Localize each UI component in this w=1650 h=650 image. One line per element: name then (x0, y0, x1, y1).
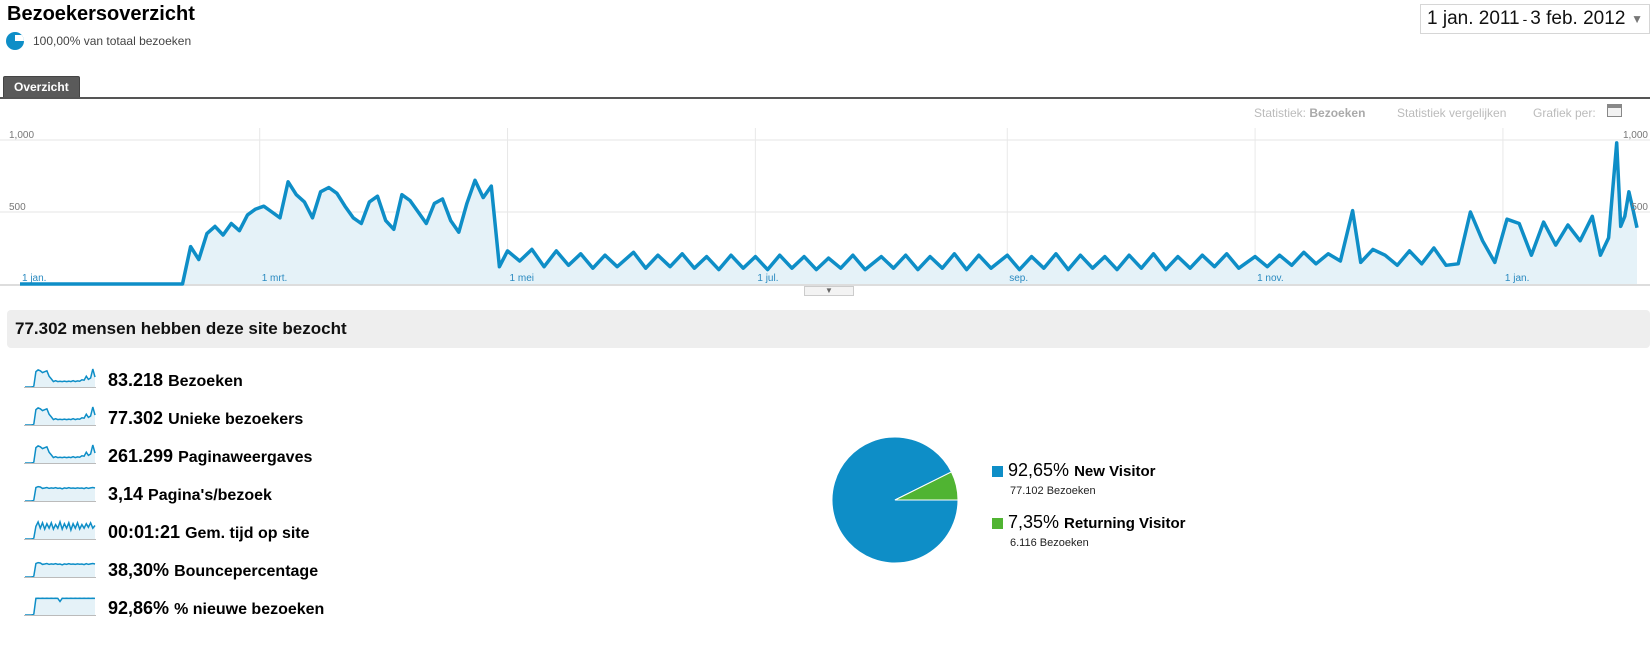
calendar-icon[interactable] (1607, 104, 1622, 117)
sparkline-chart (24, 368, 96, 388)
metric-label: Bouncepercentage (174, 563, 319, 580)
chart-collapse-button[interactable]: ▼ (804, 286, 854, 296)
tab-divider (0, 97, 1650, 99)
metric-number: 83.218 (108, 370, 164, 390)
legend-pct-value: 7,35% (1008, 512, 1060, 532)
sparkline-chart (24, 406, 96, 426)
segment-text: 100,00% van totaal bezoeken (33, 34, 192, 48)
pie-slice-returning-visitor[interactable] (894, 471, 959, 501)
metric-value: 92,86%% nieuwe bezoeken (108, 598, 324, 619)
sparkline-line (25, 406, 96, 426)
sparkline-fill (25, 598, 95, 615)
sparkline-line (25, 561, 96, 578)
metric-row[interactable]: 38,30% Bouncepercentage (24, 555, 424, 587)
metric-value: 83.218 Bezoeken (108, 370, 243, 391)
metric-value: 261.299 Paginaweergaves (108, 446, 312, 467)
metric-number: 77.302 (108, 408, 164, 428)
segment-indicator[interactable]: 100,00% van totaal bezoeken (6, 32, 191, 50)
sparkline-line (25, 485, 96, 502)
metric-number: 3,14 (108, 484, 144, 504)
legend-swatch (992, 466, 1003, 477)
visits-line (20, 141, 1639, 286)
legend-pct-value: 92,65% (1008, 460, 1070, 480)
chevron-down-icon[interactable]: ▼ (1631, 12, 1643, 26)
sparkline-fill (25, 445, 95, 463)
legend-name: Returning Visitor (1064, 515, 1186, 532)
legend-percentage: 92,65% New Visitor (1008, 460, 1155, 481)
tab-overview[interactable]: Overzicht (3, 76, 80, 97)
sparkline-chart (24, 485, 96, 502)
metric-number: 261.299 (108, 446, 174, 466)
y-tick-label-left: 1,000 (9, 130, 34, 141)
sparkline-line (25, 519, 96, 540)
x-tick-label: 1 mei (510, 273, 534, 284)
compare-metric-link[interactable]: Statistiek vergelijken (1397, 106, 1507, 120)
date-end: 3 feb. 2012 (1530, 8, 1626, 29)
metric-label: Gem. tijd op site (185, 525, 310, 542)
sparkline-chart (24, 444, 96, 464)
page-title: Bezoekersoverzicht (7, 3, 195, 25)
sparkline-chart (24, 561, 96, 578)
metric-row[interactable]: 261.299 Paginaweergaves (24, 441, 424, 473)
metric-value: 77.302 Unieke bezoekers (108, 408, 303, 429)
y-tick-label-right: 500 (1631, 202, 1648, 213)
metric-number: 00:01:21 (108, 522, 181, 542)
metric-row[interactable]: 83.218 Bezoeken (24, 365, 424, 397)
visits-chart: 1 jan. 1 mrt. 1 mei 1 jul. sep. 1 nov. 1 jan. 1… (0, 128, 1650, 286)
x-tick-label: 1 mrt. (262, 273, 288, 284)
metric-value: Bezoeken (1309, 106, 1366, 120)
metric-prefix: Statistiek: (1254, 106, 1307, 120)
sparkline-line (25, 597, 96, 616)
y-tick-label-left: 500 (9, 202, 26, 213)
metric-row[interactable]: 3,14 Pagina's/bezoek (24, 479, 424, 511)
legend-visits: 6.116 Bezoeken (1010, 537, 1089, 549)
metric-label: Paginaweergaves (178, 449, 313, 466)
sparkline-fill (25, 562, 95, 577)
x-tick-label: 1 jul. (757, 273, 778, 284)
x-tick-label: sep. (1009, 273, 1028, 284)
metric-number: 38,30% (108, 560, 170, 580)
sparkline-chart (24, 597, 96, 616)
metric-value: 00:01:21 Gem. tijd op site (108, 522, 310, 543)
visits-area-fill (20, 142, 1637, 284)
sparkline-fill (25, 521, 95, 539)
metric-row[interactable]: 00:01:21 Gem. tijd op site (24, 517, 424, 549)
date-start: 1 jan. 2011 (1427, 8, 1520, 29)
sparkline-chart (24, 519, 96, 540)
sparkline-line (25, 368, 96, 388)
legend-swatch (992, 518, 1003, 529)
x-tick-label: 1 nov. (1257, 273, 1284, 284)
x-tick-label: 1 jan. (1505, 273, 1529, 284)
legend-visits: 77.102 Bezoeken (1010, 485, 1096, 497)
metric-selector[interactable]: Statistiek: Bezoeken (1254, 106, 1365, 120)
metric-label: Unieke bezoekers (168, 411, 304, 428)
segment-pie-icon (6, 32, 24, 50)
y-tick-label-right: 1,000 (1623, 130, 1648, 141)
summary-banner: 77.302 mensen hebben deze site bezocht (7, 310, 1650, 348)
sparkline-fill (25, 486, 95, 501)
metric-label: % nieuwe bezoeken (174, 601, 325, 618)
sparkline-fill (25, 407, 95, 425)
legend-name: New Visitor (1074, 463, 1156, 480)
date-separator: - (1522, 11, 1528, 27)
graph-by-label: Grafiek per: (1533, 106, 1596, 120)
metric-value: 3,14 Pagina's/bezoek (108, 484, 272, 505)
metric-row[interactable]: 77.302 Unieke bezoekers (24, 403, 424, 435)
date-range-picker[interactable]: 1 jan. 2011 - 3 feb. 2012 ▼ (1420, 4, 1650, 34)
sparkline-line (25, 444, 96, 464)
metric-label: Pagina's/bezoek (148, 487, 272, 504)
metric-row[interactable]: 92,86%% nieuwe bezoeken (24, 593, 424, 625)
metric-value: 38,30% Bouncepercentage (108, 560, 318, 581)
metric-number: 92,86% (108, 598, 170, 618)
sparkline-fill (25, 369, 95, 387)
legend-percentage: 7,35% Returning Visitor (1008, 512, 1185, 533)
visitor-type-pie (831, 436, 959, 564)
x-tick-label: 1 jan. (22, 273, 46, 284)
metric-label: Bezoeken (168, 373, 243, 390)
